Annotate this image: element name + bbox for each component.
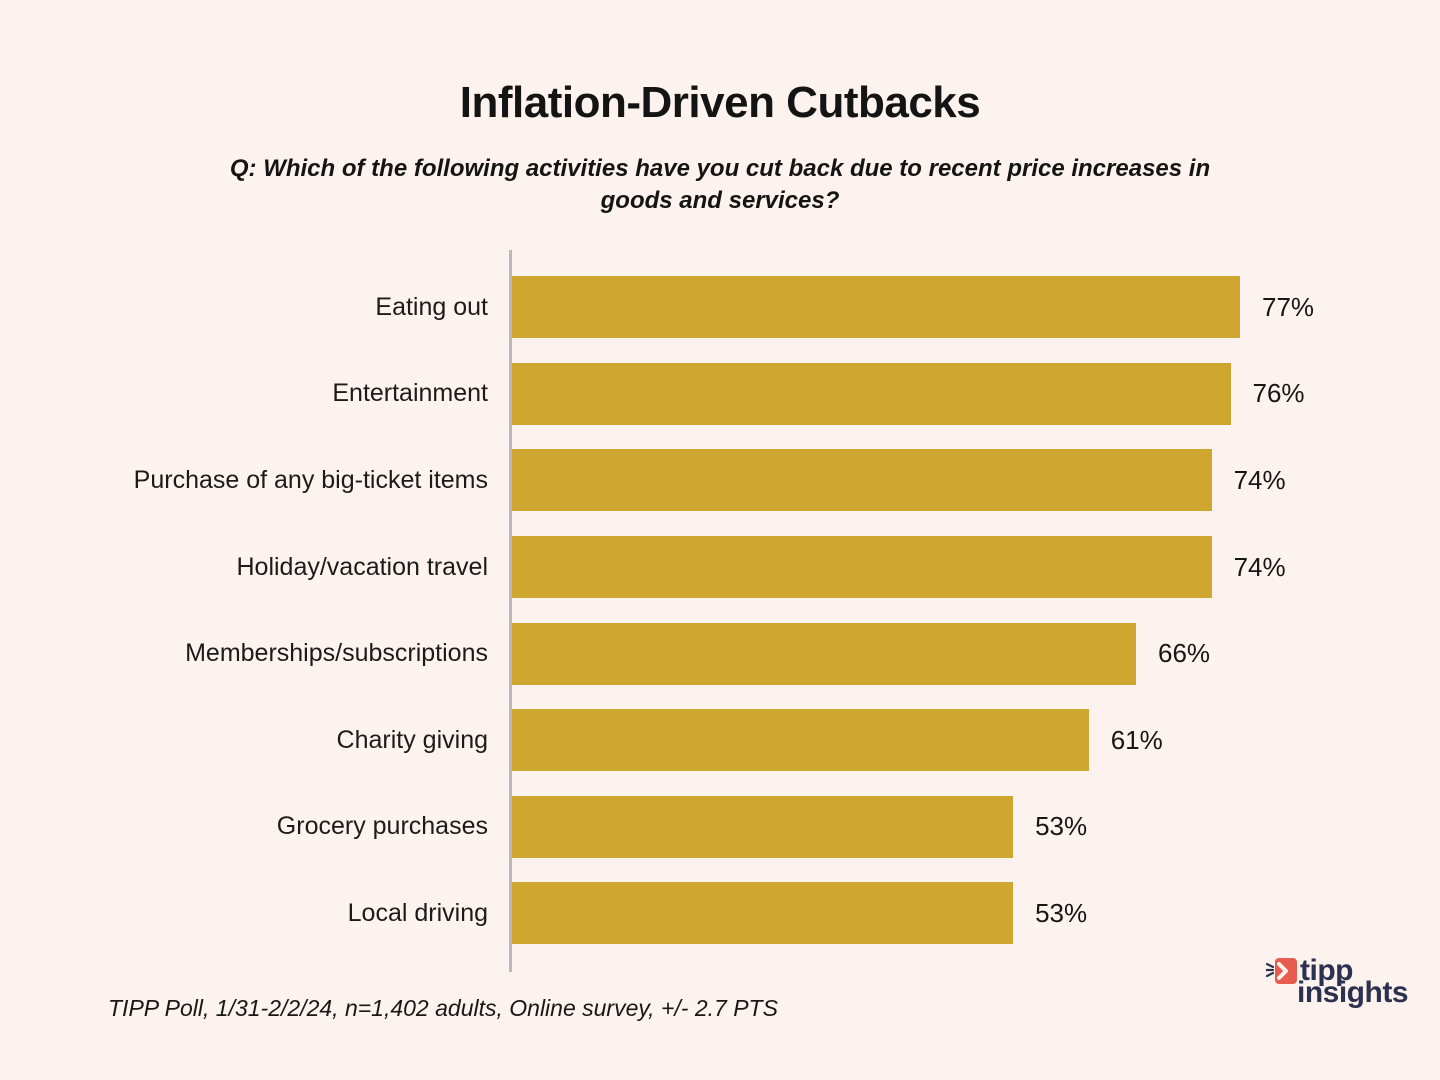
bar-row: Holiday/vacation travel 74% — [0, 524, 1440, 611]
bar-row: Local driving 53% — [0, 870, 1440, 957]
value-label: 74% — [1233, 551, 1286, 582]
bar-track: 61% — [512, 709, 1163, 772]
tipp-arrow-icon — [1266, 958, 1297, 984]
category-label: Memberships/subscriptions — [185, 639, 488, 668]
logo-word-tipp: tipp — [1300, 954, 1353, 987]
category-label: Entertainment — [332, 379, 488, 408]
question-line-2: goods and services? — [600, 187, 840, 214]
category-label: Local driving — [347, 898, 488, 927]
value-label: 77% — [1262, 291, 1315, 322]
bar — [512, 449, 1212, 512]
y-axis-line — [509, 250, 512, 972]
bar — [512, 709, 1089, 772]
question-line-1: Q: Which of the following activities hav… — [229, 155, 1211, 182]
bar-row: Entertainment 76% — [0, 351, 1440, 438]
bar-track: 77% — [512, 276, 1315, 339]
bar-row: Eating out 77% — [0, 264, 1440, 351]
chart-rows: Eating out 77% Entertainment 76% Purchase of… — [0, 264, 1440, 957]
bar — [512, 362, 1231, 425]
bar-track: 74% — [512, 536, 1286, 599]
bar-track: 53% — [512, 795, 1088, 858]
bar-row: Memberships/subscriptions 66% — [0, 610, 1440, 697]
bar — [512, 276, 1240, 339]
source-note: TIPP Poll, 1/31-2/2/24, n=1,402 adults, … — [108, 995, 778, 1021]
bar-row: Purchase of any big-ticket items 74% — [0, 437, 1440, 524]
bar-track: 66% — [512, 622, 1211, 685]
bar — [512, 622, 1136, 685]
bar — [512, 536, 1212, 599]
bar-row: Grocery purchases 53% — [0, 784, 1440, 871]
value-label: 61% — [1110, 724, 1163, 755]
value-label: 53% — [1035, 811, 1088, 842]
bar-track: 74% — [512, 449, 1286, 512]
category-label: Purchase of any big-ticket items — [133, 465, 488, 494]
logo-word-insights: insights — [1297, 976, 1409, 1009]
chart-question: Q: Which of the following activities hav… — [0, 153, 1440, 217]
bar — [512, 882, 1014, 945]
value-label: 76% — [1252, 378, 1305, 409]
category-label: Charity giving — [336, 725, 488, 754]
chart-title: Inflation-Driven Cutbacks — [459, 78, 981, 127]
tipp-insights-logo: tipp insights — [1266, 954, 1409, 1009]
category-label: Grocery purchases — [276, 812, 488, 841]
bar-chart: Eating out 77% Entertainment 76% Purchase of… — [0, 250, 1440, 972]
category-label: Eating out — [375, 292, 488, 321]
bar-track: 53% — [512, 882, 1088, 945]
bar — [512, 795, 1014, 858]
bar-track: 76% — [512, 362, 1305, 425]
value-label: 53% — [1035, 897, 1088, 928]
value-label: 74% — [1233, 464, 1286, 495]
category-label: Holiday/vacation travel — [236, 552, 488, 581]
value-label: 66% — [1158, 638, 1211, 669]
bar-row: Charity giving 61% — [0, 697, 1440, 784]
